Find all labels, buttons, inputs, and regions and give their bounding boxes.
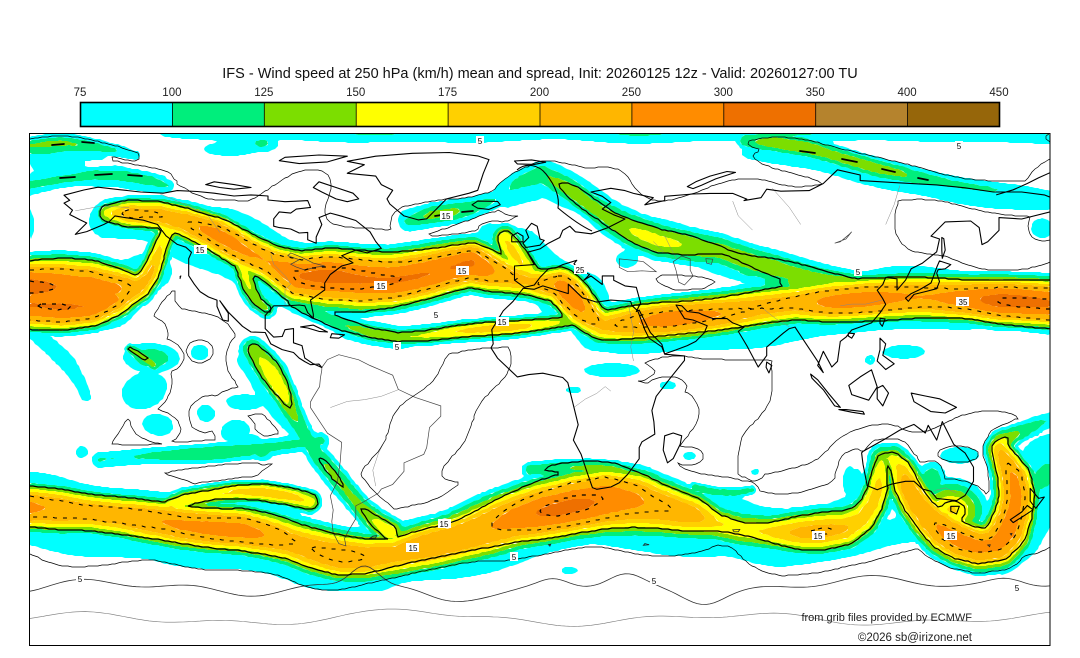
- svg-text:5: 5: [395, 343, 400, 352]
- svg-text:150: 150: [346, 87, 365, 99]
- svg-text:IFS - Wind speed at 250 hPa (k: IFS - Wind speed at 250 hPa (km/h) mean …: [222, 66, 857, 82]
- svg-text:5: 5: [512, 553, 517, 562]
- svg-text:15: 15: [458, 267, 467, 276]
- svg-text:15: 15: [440, 520, 449, 529]
- svg-text:35: 35: [959, 298, 968, 307]
- svg-text:25: 25: [576, 266, 585, 275]
- svg-text:200: 200: [530, 87, 549, 99]
- svg-text:125: 125: [254, 87, 273, 99]
- svg-text:5: 5: [856, 268, 861, 277]
- svg-text:from grib files provided by EC: from grib files provided by ECMWF: [801, 612, 972, 624]
- svg-text:15: 15: [409, 544, 418, 553]
- svg-text:15: 15: [947, 532, 956, 541]
- svg-text:175: 175: [438, 87, 457, 99]
- svg-text:75: 75: [74, 87, 87, 99]
- svg-text:15: 15: [498, 318, 507, 327]
- svg-text:100: 100: [162, 87, 181, 99]
- svg-text:©2026 sb@irizone.net: ©2026 sb@irizone.net: [858, 632, 973, 644]
- svg-text:15: 15: [377, 282, 386, 291]
- svg-text:400: 400: [898, 87, 917, 99]
- svg-text:5: 5: [957, 142, 962, 151]
- svg-text:15: 15: [442, 212, 451, 221]
- svg-text:350: 350: [806, 87, 825, 99]
- svg-text:5: 5: [78, 575, 83, 584]
- svg-text:5: 5: [1015, 584, 1020, 593]
- svg-text:15: 15: [814, 532, 823, 541]
- svg-text:5: 5: [434, 311, 439, 320]
- svg-text:450: 450: [989, 87, 1008, 99]
- svg-text:15: 15: [196, 246, 205, 255]
- svg-text:300: 300: [714, 87, 733, 99]
- svg-text:5: 5: [652, 577, 657, 586]
- svg-text:5: 5: [478, 137, 483, 146]
- svg-text:250: 250: [622, 87, 641, 99]
